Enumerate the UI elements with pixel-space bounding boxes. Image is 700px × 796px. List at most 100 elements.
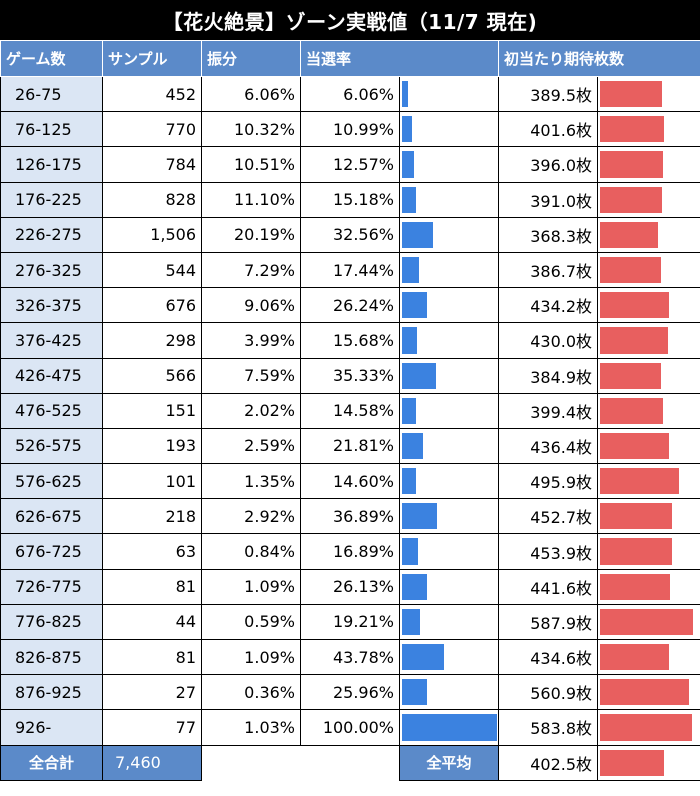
distribution-cell: 20.19% — [201, 216, 301, 253]
sample-cell: 544 — [102, 251, 202, 289]
game-range-cell: 326-375 — [0, 287, 103, 324]
total-sample-label: 全合計 — [0, 744, 103, 781]
total-avg-label: 全平均 — [398, 744, 500, 781]
expected-coins-bar-cell — [597, 216, 700, 253]
table-row: 676-725 63 0.84% 16.89% 453.9枚 — [0, 533, 700, 570]
hit-rate-bar-cell — [398, 322, 500, 359]
hit-rate-cell: 15.18% — [300, 181, 400, 218]
distribution-cell: 9.06% — [201, 287, 301, 324]
expected-coins-bar — [600, 151, 663, 178]
expected-coins-bar-cell — [597, 463, 700, 500]
distribution-cell: 0.84% — [201, 533, 301, 570]
expected-coins-cell: 391.0枚 — [498, 181, 599, 218]
expected-coins-bar — [600, 116, 664, 143]
hit-rate-bar-cell — [398, 568, 500, 605]
hit-rate-bar — [402, 362, 436, 389]
expected-coins-bar-cell — [597, 709, 700, 746]
game-range-cell: 776-825 — [0, 603, 103, 641]
total-avg-bar-cell — [597, 744, 700, 781]
expected-coins-cell: 434.6枚 — [498, 638, 599, 676]
hit-rate-cell: 12.57% — [300, 146, 400, 183]
sample-cell: 784 — [102, 146, 202, 183]
sample-cell: 1,506 — [102, 216, 202, 253]
sample-cell: 193 — [102, 427, 202, 465]
expected-coins-bar-cell — [597, 111, 700, 148]
table-row: 576-625 101 1.35% 14.60% 495.9枚 — [0, 463, 700, 500]
sample-cell: 298 — [102, 322, 202, 359]
distribution-cell: 0.59% — [201, 603, 301, 641]
header-sample: サンプル — [102, 40, 202, 77]
hit-rate-bar — [402, 186, 417, 213]
expected-coins-bar — [600, 221, 659, 248]
hit-rate-cell: 21.81% — [300, 427, 400, 465]
total-avg-value: 402.5枚 — [498, 744, 599, 781]
expected-coins-bar-cell — [597, 181, 700, 218]
hit-rate-bar-cell — [398, 427, 500, 465]
sample-cell: 77 — [102, 709, 202, 746]
expected-coins-bar-cell — [597, 75, 700, 113]
sample-cell: 44 — [102, 603, 202, 641]
hit-rate-bar — [402, 397, 416, 424]
sample-cell: 63 — [102, 533, 202, 570]
table-row: 626-675 218 2.92% 36.89% 452.7枚 — [0, 498, 700, 535]
game-range-cell: 526-575 — [0, 427, 103, 465]
table-row: 326-375 676 9.06% 26.24% 434.2枚 — [0, 287, 700, 324]
sample-cell: 218 — [102, 498, 202, 535]
hit-rate-bar — [402, 256, 419, 284]
hit-rate-cell: 10.99% — [300, 111, 400, 148]
total-avg-bar — [600, 749, 664, 776]
header-distribution: 振分 — [201, 40, 301, 77]
expected-coins-bar — [600, 186, 662, 213]
total-sample-value: 7,460 — [102, 744, 202, 781]
expected-coins-cell: 453.9枚 — [498, 533, 599, 570]
expected-coins-cell: 386.7枚 — [498, 251, 599, 289]
hit-rate-bar-cell — [398, 392, 500, 429]
expected-coins-bar — [600, 81, 662, 108]
hit-rate-bar-cell — [398, 357, 500, 394]
table-row: 426-475 566 7.59% 35.33% 384.9枚 — [0, 357, 700, 394]
table-row: 876-925 27 0.36% 25.96% 560.9枚 — [0, 674, 700, 711]
hit-rate-bar-cell — [398, 674, 500, 711]
distribution-cell: 10.32% — [201, 111, 301, 148]
table-row: 826-875 81 1.09% 43.78% 434.6枚 — [0, 638, 700, 676]
total-empty-2 — [300, 745, 400, 781]
distribution-cell: 1.35% — [201, 463, 301, 500]
expected-coins-bar — [600, 256, 662, 284]
game-range-cell: 176-225 — [0, 181, 103, 218]
expected-coins-cell: 430.0枚 — [498, 322, 599, 359]
expected-coins-cell: 452.7枚 — [498, 498, 599, 535]
distribution-cell: 11.10% — [201, 181, 301, 218]
table-row: 276-325 544 7.29% 17.44% 386.7枚 — [0, 251, 700, 289]
table-row: 926- 77 1.03% 100.00% 583.8枚 — [0, 709, 700, 746]
table-row: 176-225 828 11.10% 15.18% 391.0枚 — [0, 181, 700, 218]
game-range-cell: 26-75 — [0, 75, 103, 113]
game-range-cell: 226-275 — [0, 216, 103, 253]
distribution-cell: 7.59% — [201, 357, 301, 394]
distribution-cell: 10.51% — [201, 146, 301, 183]
hit-rate-cell: 15.68% — [300, 322, 400, 359]
hit-rate-bar-cell — [398, 181, 500, 218]
distribution-cell: 1.03% — [201, 709, 301, 746]
hit-rate-bar — [402, 432, 423, 460]
game-range-cell: 576-625 — [0, 463, 103, 500]
expected-coins-cell: 583.8枚 — [498, 709, 599, 746]
expected-coins-bar — [600, 714, 693, 741]
sheet-title: 【花火絶景】ゾーン実戦値（11/7 現在) — [0, 0, 700, 40]
hit-rate-bar — [402, 116, 413, 143]
hit-rate-bar-cell — [398, 111, 500, 148]
sample-cell: 676 — [102, 287, 202, 324]
hit-rate-cell: 6.06% — [300, 75, 400, 113]
expected-coins-bar-cell — [597, 392, 700, 429]
distribution-cell: 2.59% — [201, 427, 301, 465]
hit-rate-bar-cell — [398, 533, 500, 570]
expected-coins-cell: 436.4枚 — [498, 427, 599, 465]
expected-coins-bar-cell — [597, 674, 700, 711]
table-row: 126-175 784 10.51% 12.57% 396.0枚 — [0, 146, 700, 183]
expected-coins-bar-cell — [597, 251, 700, 289]
hit-rate-bar — [402, 573, 427, 600]
sample-cell: 566 — [102, 357, 202, 394]
expected-coins-cell: 384.9枚 — [498, 357, 599, 394]
sample-cell: 770 — [102, 111, 202, 148]
hit-rate-bar-cell — [398, 603, 500, 641]
distribution-cell: 1.09% — [201, 638, 301, 676]
